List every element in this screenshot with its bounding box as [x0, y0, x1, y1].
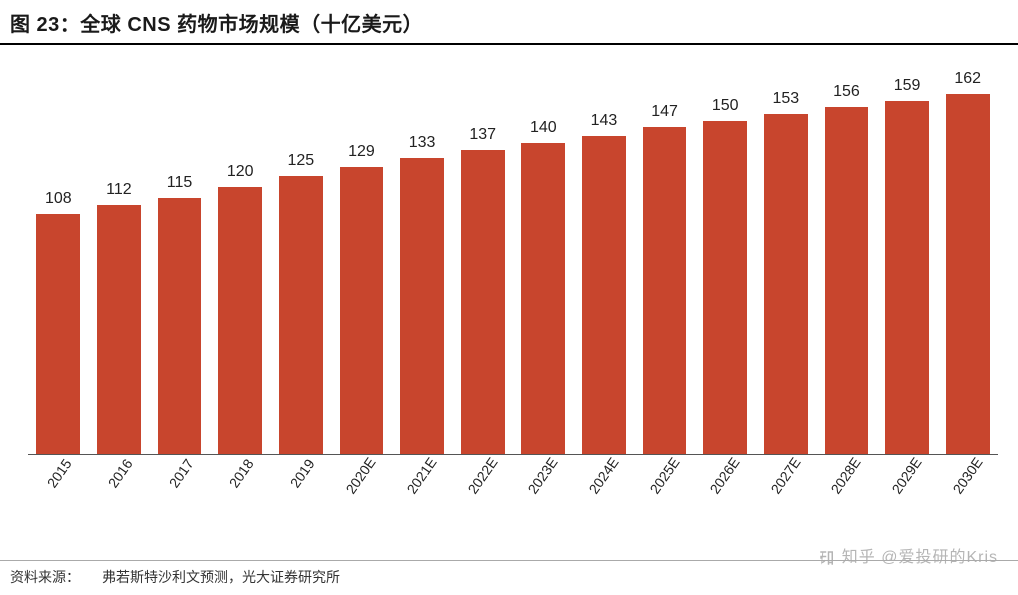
bar-rect [643, 127, 687, 454]
x-axis-label: 2020E [343, 454, 379, 496]
bar-slot: 156 [816, 55, 877, 454]
x-label-slot: 2015 [28, 455, 89, 525]
bar-slot: 153 [756, 55, 817, 454]
bar-value-label: 143 [574, 112, 635, 130]
x-axis-label: 2021E [403, 454, 439, 496]
x-axis-label: 2016 [105, 456, 136, 491]
x-axis-label: 2018 [226, 456, 257, 491]
x-label-slot: 2016 [89, 455, 150, 525]
bar-rect [218, 187, 262, 454]
bar-value-label: 133 [392, 134, 453, 152]
bar-rect [158, 198, 202, 454]
bar-value-label: 153 [756, 90, 817, 108]
bar-rect [825, 107, 869, 454]
bar-slot: 140 [513, 55, 574, 454]
x-axis-labels: 2015 2016 2017 2018 2019 2020E 2021E 2022E 2023E… [28, 455, 998, 525]
bar-value-label: 129 [331, 143, 392, 161]
bar-rect [340, 167, 384, 454]
chart-container: 图 23：全球 CNS 药物市场规模（十亿美元） 108112115120125… [0, 0, 1018, 595]
x-label-slot: 2029E [877, 455, 938, 525]
footer-bar: 资料来源： 弗若斯特沙利文预测，光大证券研究所 [0, 560, 1018, 595]
x-label-slot: 2028E [816, 455, 877, 525]
bar-value-label: 112 [89, 181, 150, 199]
x-label-slot: 2023E [513, 455, 574, 525]
bar-value-label: 150 [695, 97, 756, 115]
x-label-slot: 2030E [937, 455, 998, 525]
bar-slot: 115 [149, 55, 210, 454]
title-bar: 图 23：全球 CNS 药物市场规模（十亿美元） [0, 0, 1018, 45]
bar-slot: 137 [452, 55, 513, 454]
bar-rect [400, 158, 444, 454]
x-label-slot: 2020E [331, 455, 392, 525]
bar-slot: 125 [271, 55, 332, 454]
bars-wrap: 1081121151201251291331371401431471501531… [28, 55, 998, 455]
bar-rect [946, 94, 990, 454]
x-axis-label: 2025E [646, 454, 682, 496]
bar-rect [764, 114, 808, 454]
bar-rect [885, 101, 929, 454]
x-label-slot: 2022E [452, 455, 513, 525]
x-label-slot: 2026E [695, 455, 756, 525]
x-axis-label: 2030E [949, 454, 985, 496]
bar-value-label: 120 [210, 163, 271, 181]
x-axis-label: 2023E [525, 454, 561, 496]
x-axis-label: 2022E [464, 454, 500, 496]
bar-value-label: 115 [149, 174, 210, 192]
footer-label: 资料来源： [10, 567, 80, 587]
bar-slot: 143 [574, 55, 635, 454]
bar-slot: 120 [210, 55, 271, 454]
x-axis-label: 2024E [585, 454, 621, 496]
bar-slot: 133 [392, 55, 453, 454]
bar-slot: 108 [28, 55, 89, 454]
bar-value-label: 156 [816, 83, 877, 101]
bar-value-label: 140 [513, 119, 574, 137]
bar-rect [36, 214, 80, 454]
x-axis-label: 2019 [287, 456, 318, 491]
x-axis-label: 2017 [165, 456, 196, 491]
footer-source: 弗若斯特沙利文预测，光大证券研究所 [102, 567, 340, 587]
bar-value-label: 159 [877, 77, 938, 95]
x-axis-label: 2015 [44, 456, 75, 491]
bar-value-label: 162 [937, 70, 998, 88]
bar-slot: 159 [877, 55, 938, 454]
bar-rect [461, 150, 505, 454]
bar-slot: 112 [89, 55, 150, 454]
bar-value-label: 137 [452, 126, 513, 144]
x-axis-label: 2026E [707, 454, 743, 496]
bar-slot: 150 [695, 55, 756, 454]
bar-rect [279, 176, 323, 454]
bar-rect [582, 136, 626, 454]
bar-slot: 147 [634, 55, 695, 454]
x-label-slot: 2017 [149, 455, 210, 525]
bar-value-label: 125 [271, 152, 332, 170]
bar-rect [97, 205, 141, 454]
bar-slot: 162 [937, 55, 998, 454]
x-label-slot: 2019 [271, 455, 332, 525]
x-label-slot: 2025E [634, 455, 695, 525]
chart-title: 图 23：全球 CNS 药物市场规模（十亿美元） [10, 8, 423, 37]
bar-rect [521, 143, 565, 454]
bar-value-label: 147 [634, 103, 695, 121]
chart-area: 1081121151201251291331371401431471501531… [10, 45, 1008, 525]
x-axis-label: 2029E [888, 454, 924, 496]
x-axis-label: 2027E [767, 454, 803, 496]
bar-value-label: 108 [28, 190, 89, 208]
bar-slot: 129 [331, 55, 392, 454]
x-axis-label: 2028E [828, 454, 864, 496]
x-label-slot: 2018 [210, 455, 271, 525]
x-label-slot: 2021E [392, 455, 453, 525]
x-label-slot: 2024E [574, 455, 635, 525]
bar-rect [703, 121, 747, 454]
x-label-slot: 2027E [756, 455, 817, 525]
